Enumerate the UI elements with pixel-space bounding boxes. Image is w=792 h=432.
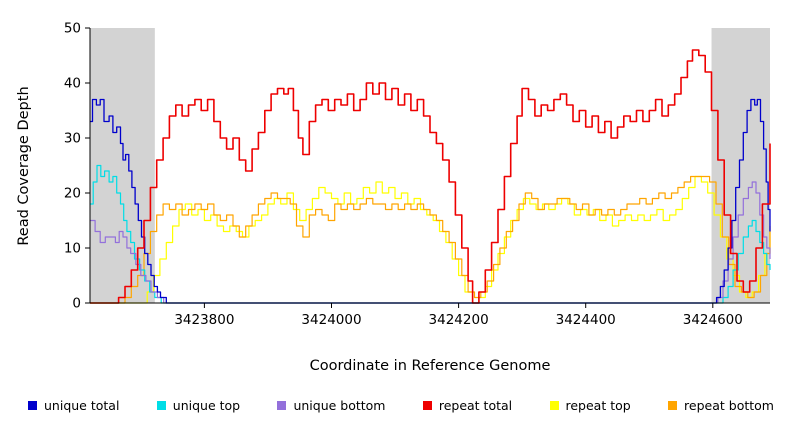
svg-text:3424200: 3424200 — [429, 312, 489, 328]
repeat-top-swatch — [549, 401, 559, 410]
svg-text:3423800: 3423800 — [174, 312, 234, 328]
unique-total-swatch — [28, 401, 37, 410]
svg-text:30: 30 — [64, 131, 81, 147]
legend-label: unique bottom — [293, 398, 386, 413]
legend-item-unique-top: unique top — [156, 398, 241, 413]
unique-bottom-swatch — [277, 401, 287, 410]
legend-item-unique-bottom: unique bottom — [277, 398, 386, 413]
legend-item-repeat-bottom: repeat bottom — [668, 398, 774, 413]
unique-top-swatch — [156, 401, 166, 410]
repeat-bottom-swatch — [668, 401, 678, 410]
svg-text:3424000: 3424000 — [301, 312, 361, 328]
svg-text:50: 50 — [64, 21, 81, 37]
svg-text:10: 10 — [64, 241, 81, 257]
x-axis-title: Coordinate in Reference Genome — [309, 358, 551, 374]
svg-text:20: 20 — [64, 186, 81, 202]
legend-label: repeat total — [438, 398, 513, 413]
legend-label: repeat top — [565, 398, 631, 413]
svg-text:0: 0 — [72, 296, 81, 312]
legend-label: repeat bottom — [684, 398, 774, 413]
legend: unique total unique top unique bottom re… — [0, 398, 792, 413]
legend-item-unique-total: unique total — [28, 398, 119, 413]
legend-label: unique top — [172, 398, 241, 413]
legend-item-repeat-top: repeat top — [549, 398, 631, 413]
y-axis-title: Read Coverage Depth — [16, 86, 32, 246]
svg-text:3424400: 3424400 — [556, 312, 616, 328]
svg-text:3424600: 3424600 — [683, 312, 743, 328]
repeat-total-swatch — [422, 401, 432, 410]
legend-label: unique total — [44, 398, 120, 413]
svg-text:40: 40 — [64, 76, 81, 92]
legend-item-repeat-total: repeat total — [422, 398, 513, 413]
